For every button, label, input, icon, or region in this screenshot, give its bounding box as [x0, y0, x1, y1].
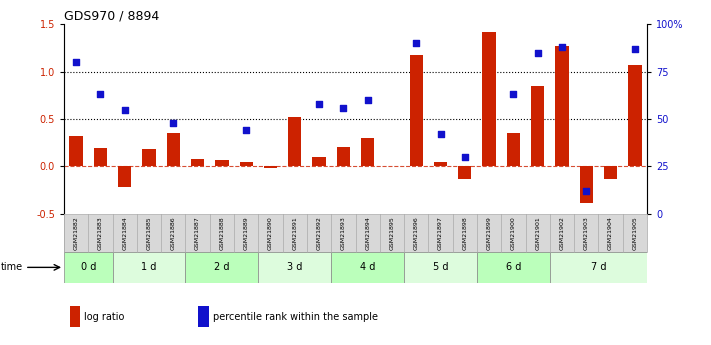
Bar	[312, 157, 326, 167]
Text: GSM21885: GSM21885	[146, 216, 151, 250]
Bar	[531, 86, 545, 167]
Text: GSM21900: GSM21900	[511, 216, 516, 250]
Text: 3 d: 3 d	[287, 263, 302, 272]
Bar	[166, 133, 180, 167]
Point	[95, 91, 106, 97]
Point	[581, 188, 592, 194]
Bar	[240, 162, 253, 167]
Bar	[331, 252, 404, 283]
Text: GSM21905: GSM21905	[632, 216, 637, 250]
Bar	[288, 117, 301, 167]
Text: time: time	[1, 263, 23, 272]
Text: GSM21884: GSM21884	[122, 216, 127, 250]
Bar	[94, 148, 107, 167]
Text: GSM21896: GSM21896	[414, 216, 419, 250]
Text: GSM21904: GSM21904	[608, 216, 613, 250]
Bar	[70, 136, 82, 167]
Bar	[550, 252, 647, 283]
Text: log ratio: log ratio	[85, 312, 124, 322]
Bar	[507, 133, 520, 167]
Point	[556, 44, 567, 50]
Text: GSM21897: GSM21897	[438, 216, 443, 250]
Bar	[555, 46, 569, 167]
Point	[119, 107, 130, 112]
Text: GSM21903: GSM21903	[584, 216, 589, 250]
Bar	[198, 306, 208, 327]
Text: GSM21901: GSM21901	[535, 216, 540, 250]
Text: GSM21894: GSM21894	[365, 216, 370, 250]
Bar	[579, 167, 593, 203]
Point	[508, 91, 519, 97]
Text: GSM21892: GSM21892	[316, 216, 321, 250]
Text: 4 d: 4 d	[360, 263, 375, 272]
Bar	[410, 56, 423, 167]
Text: 1 d: 1 d	[141, 263, 156, 272]
Point	[168, 120, 179, 126]
Point	[240, 128, 252, 133]
Text: 0 d: 0 d	[80, 263, 96, 272]
Bar	[337, 148, 350, 167]
Bar	[142, 149, 156, 167]
Point	[70, 59, 82, 65]
Bar	[64, 214, 647, 252]
Text: GSM21895: GSM21895	[390, 216, 395, 250]
Text: GSM21886: GSM21886	[171, 216, 176, 250]
Bar	[186, 252, 258, 283]
Text: GSM21888: GSM21888	[220, 216, 225, 250]
Text: GSM21902: GSM21902	[560, 216, 565, 250]
Point	[435, 131, 447, 137]
Text: GDS970 / 8894: GDS970 / 8894	[64, 10, 159, 23]
Text: percentile rank within the sample: percentile rank within the sample	[213, 312, 378, 322]
Bar	[604, 167, 617, 179]
Bar	[215, 160, 228, 167]
Bar	[434, 162, 447, 167]
Text: GSM21891: GSM21891	[292, 216, 297, 250]
Text: GSM21887: GSM21887	[195, 216, 200, 250]
Bar	[112, 252, 186, 283]
Text: GSM21882: GSM21882	[74, 216, 79, 250]
Bar	[404, 252, 477, 283]
Text: 2 d: 2 d	[214, 263, 230, 272]
Text: GSM21883: GSM21883	[98, 216, 103, 250]
Point	[362, 97, 373, 103]
Bar	[477, 252, 550, 283]
Point	[410, 40, 422, 46]
Bar	[64, 252, 112, 283]
Bar	[258, 252, 331, 283]
Bar	[118, 167, 132, 187]
Bar	[264, 167, 277, 168]
Point	[314, 101, 325, 107]
Text: GSM21889: GSM21889	[244, 216, 249, 250]
Point	[459, 154, 471, 160]
Bar	[70, 306, 80, 327]
Text: GSM21898: GSM21898	[462, 216, 467, 250]
Text: 5 d: 5 d	[433, 263, 448, 272]
Point	[338, 105, 349, 110]
Point	[629, 46, 641, 51]
Text: 6 d: 6 d	[506, 263, 521, 272]
Point	[532, 50, 543, 55]
Text: GSM21890: GSM21890	[268, 216, 273, 250]
Text: 7 d: 7 d	[591, 263, 606, 272]
Bar	[361, 138, 374, 167]
Bar	[191, 159, 204, 167]
Bar	[483, 32, 496, 167]
Text: GSM21899: GSM21899	[486, 216, 491, 250]
Bar	[629, 65, 641, 167]
Text: GSM21893: GSM21893	[341, 216, 346, 250]
Bar	[458, 167, 471, 179]
